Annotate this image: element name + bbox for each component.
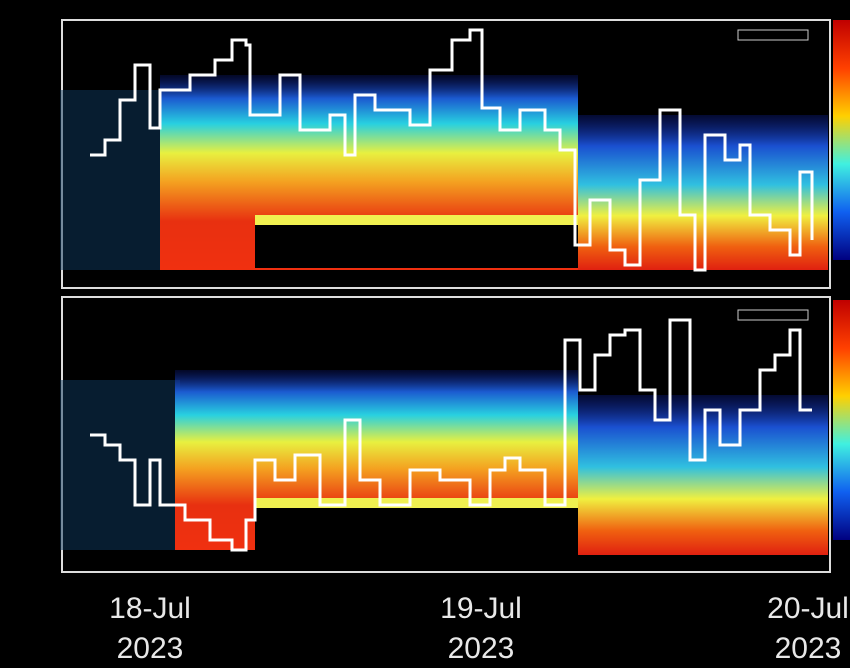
year-label: 2023 bbox=[775, 632, 842, 665]
panel-bottom bbox=[60, 296, 831, 573]
panel-top bbox=[60, 19, 831, 289]
date-label: 18-Jul bbox=[109, 592, 191, 625]
date-label: 20-Jul bbox=[767, 592, 849, 625]
colorbar-top bbox=[833, 20, 850, 260]
year-label: 2023 bbox=[448, 632, 515, 665]
date-label: 19-Jul bbox=[440, 592, 522, 625]
colorbar-bottom bbox=[833, 300, 850, 540]
year-label: 2023 bbox=[117, 632, 184, 665]
x-axis-labels: 18-Jul 2023 19-Jul 2023 20-Jul 2023 bbox=[109, 592, 849, 665]
